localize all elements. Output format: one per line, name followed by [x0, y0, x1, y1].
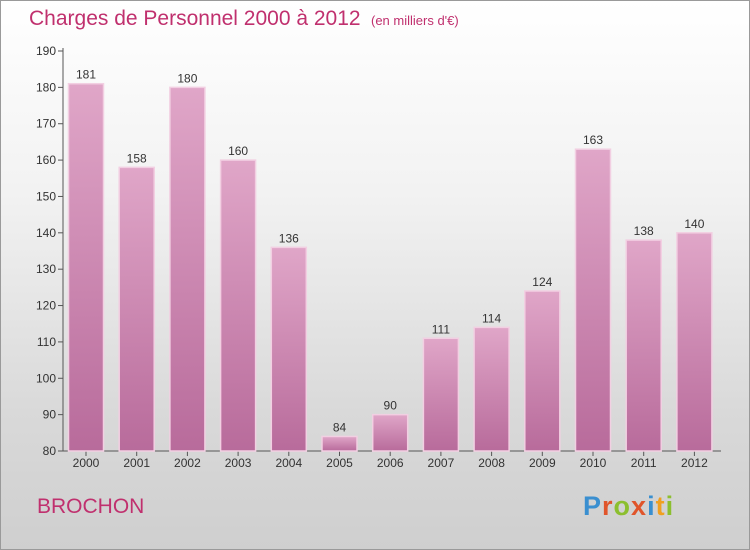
bar-2006	[371, 413, 409, 452]
x-tick-label: 2009	[529, 456, 556, 470]
value-label: 136	[279, 231, 299, 245]
value-label: 111	[432, 322, 451, 336]
value-label: 124	[532, 275, 552, 289]
logo-letter: i	[647, 491, 656, 521]
y-tick-label: 80	[43, 444, 57, 458]
bar-2003	[219, 159, 257, 452]
proxiti-logo: Proxiti	[583, 491, 674, 522]
value-label: 138	[634, 224, 654, 238]
bar-2010	[574, 148, 612, 452]
logo-letter: P	[583, 491, 603, 521]
bar-2009	[524, 290, 561, 452]
y-tick-label: 110	[37, 335, 56, 349]
bar-2008	[473, 326, 510, 452]
y-tick-label: 160	[36, 153, 56, 167]
x-tick-label: 2008	[478, 456, 505, 470]
x-tick-label: 2011	[631, 456, 657, 470]
x-tick-label: 2006	[377, 456, 404, 470]
bar-2001	[118, 166, 155, 452]
value-label: 84	[333, 420, 347, 434]
y-tick-label: 90	[43, 408, 57, 422]
y-tick-label: 140	[36, 226, 56, 240]
y-tick-label: 100	[36, 371, 56, 385]
y-tick-label: 180	[36, 80, 56, 94]
bar-2000	[67, 82, 105, 452]
y-tick-label: 150	[36, 189, 56, 203]
value-label: 140	[684, 217, 704, 231]
value-label: 90	[384, 399, 398, 413]
x-tick-label: 2005	[326, 456, 353, 470]
x-tick-label: 2007	[428, 456, 455, 470]
value-label: 158	[127, 151, 147, 165]
commune-name: BROCHON	[37, 495, 145, 518]
y-tick-label: 130	[36, 262, 56, 276]
y-tick-label: 170	[36, 117, 56, 131]
bar-2004	[270, 246, 308, 452]
x-tick-label: 2004	[275, 456, 302, 470]
x-tick-label: 2010	[580, 456, 607, 470]
bar-2011	[625, 239, 662, 452]
value-label: 181	[76, 68, 96, 82]
x-tick-label: 2001	[123, 456, 150, 470]
value-label: 114	[482, 311, 501, 325]
logo-letter: t	[655, 491, 666, 521]
chart-subtitle: (en milliers d'€)	[371, 13, 459, 28]
logo-letter: i	[665, 491, 675, 521]
value-label: 180	[177, 71, 197, 85]
x-tick-label: 2000	[73, 456, 100, 470]
y-tick-label: 190	[36, 44, 56, 58]
logo-letter: x	[631, 491, 648, 521]
bar-2007	[422, 337, 460, 452]
chart-title: Charges de Personnel 2000 à 2012	[29, 7, 361, 30]
bar-2002	[169, 86, 206, 452]
logo-letter: o	[613, 491, 632, 521]
value-label: 160	[228, 144, 248, 158]
y-tick-label: 120	[36, 299, 56, 313]
x-tick-label: 2002	[174, 456, 201, 470]
value-label: 163	[583, 133, 603, 147]
logo-letter: r	[602, 491, 614, 521]
x-tick-label: 2003	[225, 456, 252, 470]
x-tick-label: 2012	[681, 456, 708, 470]
bar-2012	[676, 232, 713, 452]
bar-2005	[321, 435, 358, 452]
